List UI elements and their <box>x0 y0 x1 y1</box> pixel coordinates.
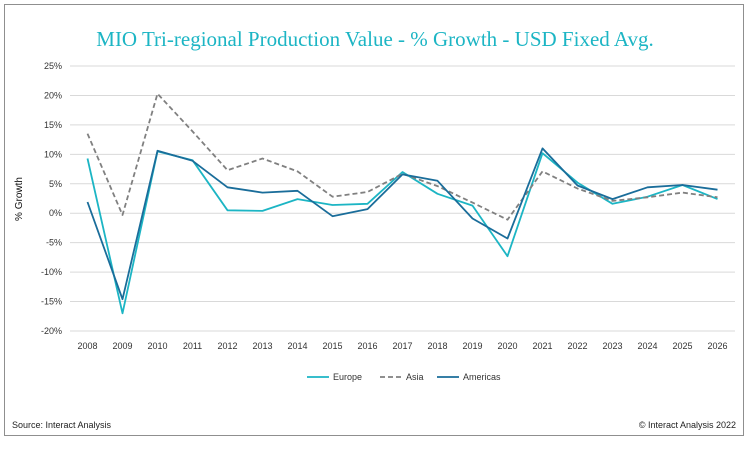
y-tick-label: -20% <box>41 326 62 336</box>
legend-item-europe: Europe <box>307 372 362 382</box>
legend-item-asia: Asia <box>380 372 424 382</box>
y-tick-label: 10% <box>44 149 62 159</box>
y-tick-label: -10% <box>41 267 62 277</box>
x-tick-label: 2026 <box>707 341 727 351</box>
x-tick-label: 2022 <box>567 341 587 351</box>
x-tick-label: 2011 <box>183 341 202 351</box>
x-tick-label: 2020 <box>497 341 517 351</box>
chart-frame <box>4 4 744 436</box>
x-tick-labels: 2008 2009 2010 2011 2012 2013 2014 2015 2016 2017… <box>77 341 727 351</box>
x-tick-label: 2021 <box>532 341 552 351</box>
x-tick-label: 2018 <box>427 341 447 351</box>
x-tick-label: 2010 <box>147 341 167 351</box>
y-tick-label: 0% <box>49 208 62 218</box>
series-line-europe <box>86 150 718 315</box>
x-tick-label: 2024 <box>637 341 657 351</box>
y-tick-label: -15% <box>41 297 62 307</box>
y-tick-label: 25% <box>44 61 62 71</box>
legend-label: Americas <box>463 372 501 382</box>
series-line-asia <box>86 92 718 221</box>
x-tick-label: 2017 <box>392 341 412 351</box>
x-tick-label: 2015 <box>322 341 342 351</box>
x-tick-label: 2009 <box>112 341 132 351</box>
chart-title: MIO Tri-regional Production Value - % Gr… <box>96 27 654 51</box>
x-tick-label: 2025 <box>672 341 692 351</box>
grid-lines <box>70 65 735 332</box>
x-tick-label: 2013 <box>252 341 272 351</box>
y-tick-labels: 25% 20% 15% 10% 5% 0% -5% -10% -15% -20% <box>41 61 62 336</box>
legend-item-americas: Americas <box>437 372 501 382</box>
source-note: Source: Interact Analysis <box>12 420 112 430</box>
x-tick-label: 2023 <box>602 341 622 351</box>
y-axis-title: % Growth <box>14 177 25 221</box>
y-tick-label: 5% <box>49 179 62 189</box>
x-tick-label: 2012 <box>217 341 237 351</box>
series-lines <box>86 92 718 315</box>
y-tick-label: 20% <box>44 90 62 100</box>
legend-label: Asia <box>406 372 424 382</box>
legend: Europe Asia Americas <box>307 372 501 382</box>
x-tick-label: 2008 <box>77 341 97 351</box>
copyright-note: © Interact Analysis 2022 <box>638 420 736 430</box>
y-tick-label: -5% <box>46 238 62 248</box>
x-tick-label: 2019 <box>462 341 482 351</box>
legend-label: Europe <box>333 372 362 382</box>
x-tick-label: 2014 <box>287 341 307 351</box>
y-tick-label: 15% <box>44 120 62 130</box>
x-tick-label: 2016 <box>357 341 377 351</box>
series-line-americas <box>86 147 718 301</box>
